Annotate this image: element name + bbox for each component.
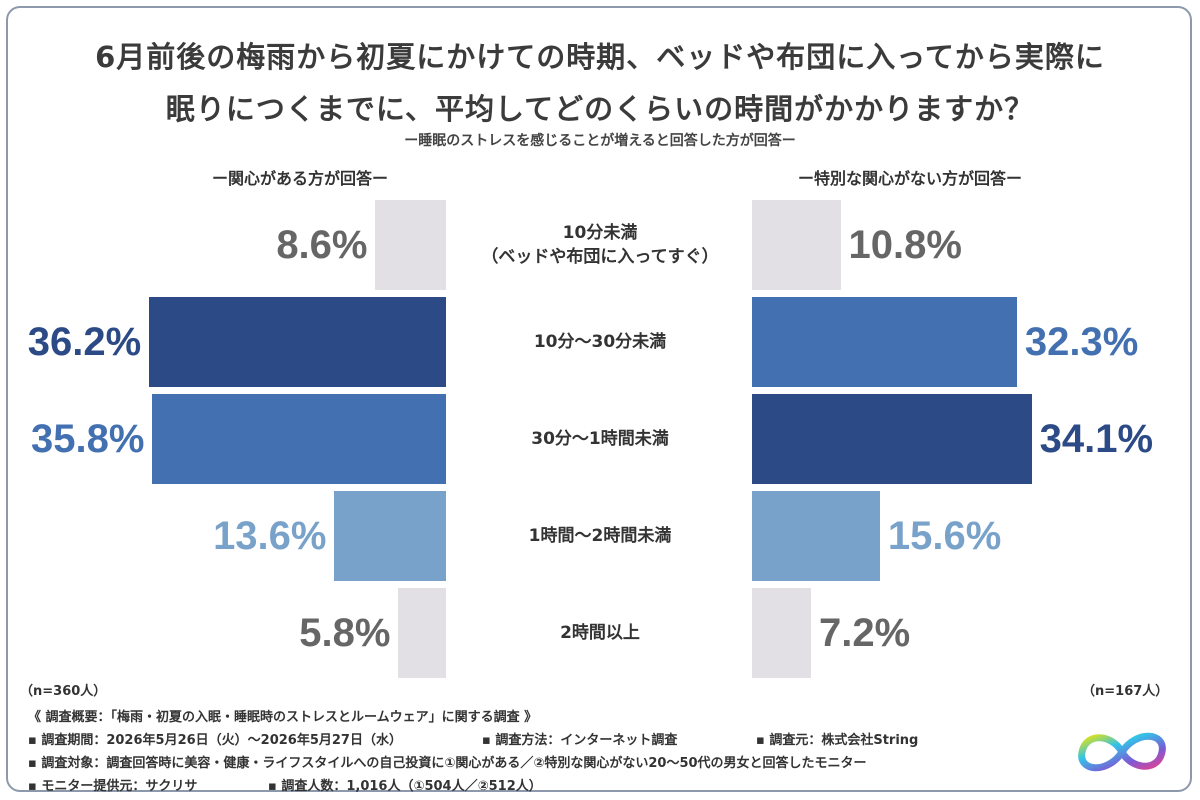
footer-survey-title: 《 調査概要：「梅雨・初夏の入眠・睡眠時のストレスとルームウェア」に関する調査 …	[28, 710, 538, 725]
right-group-label: ー特別な関心がない方が回答ー	[797, 169, 1022, 188]
left-bar	[398, 588, 446, 678]
footer-monitor-provider: ▪ モニター提供元：サクリサ	[28, 779, 198, 794]
footer-survey-source: ▪ 調査元：株式会社String	[756, 733, 919, 748]
left-value-label: 13.6%	[213, 514, 327, 558]
chart-title-line1: 6月前後の梅雨から初夏にかけての時期、ベッドや布団に入ってから実際に	[95, 40, 1105, 74]
footer-respondent-count: ▪ 調査人数：1,016人（①504人／②512人）	[268, 779, 542, 794]
left-value-label: 5.8%	[299, 611, 391, 655]
left-value-label: 36.2%	[27, 320, 142, 364]
chart-title-line2: 眠りにつくまでに、平均してどのくらいの時間がかかりますか？	[165, 92, 1035, 126]
left-sample-size: （n=360人）	[20, 684, 107, 699]
category-label: 10分～30分未満	[533, 332, 667, 352]
left-group-label: ー関心がある方が回答ー	[211, 169, 388, 188]
left-bar	[334, 491, 446, 581]
left-bar	[149, 297, 446, 387]
chart-subtitle: ー睡眠のストレスを感じることが増えると回答した方が回答ー	[404, 133, 796, 149]
right-value-label: 15.6%	[887, 514, 1002, 558]
footer-survey-period: ▪ 調査期間：2026年5月26日（火）～2026年5月27日（水）	[28, 733, 402, 748]
left-bar	[152, 394, 446, 484]
category-label: 30分～1時間未満	[531, 429, 669, 449]
left-value-label: 35.8%	[31, 417, 145, 461]
right-bar	[752, 200, 841, 290]
right-bar	[752, 491, 880, 581]
right-bar	[752, 588, 812, 678]
right-value-label: 7.2%	[819, 611, 911, 655]
category-label: 10分未満 （ベッドや布団に入ってすぐ）	[481, 223, 719, 267]
category-label: 1時間～2時間未満	[528, 526, 672, 546]
right-bar	[752, 394, 1032, 484]
right-value-label: 10.8%	[848, 223, 962, 267]
right-bar	[752, 297, 1017, 387]
category-label: 2時間以上	[560, 623, 640, 643]
right-value-label: 34.1%	[1039, 417, 1154, 461]
right-sample-size: （n=167人）	[1082, 684, 1169, 699]
company-logo	[1078, 732, 1166, 772]
left-bar	[375, 200, 446, 290]
right-value-label: 32.3%	[1024, 320, 1139, 364]
footer-survey-target: ▪ 調査対象：調査回答時に美容・健康・ライフスタイルへの自己投資に①関心がある／…	[28, 756, 867, 771]
left-value-label: 8.6%	[276, 223, 368, 267]
footer-survey-method: ▪ 調査方法：インターネット調査	[482, 733, 678, 748]
